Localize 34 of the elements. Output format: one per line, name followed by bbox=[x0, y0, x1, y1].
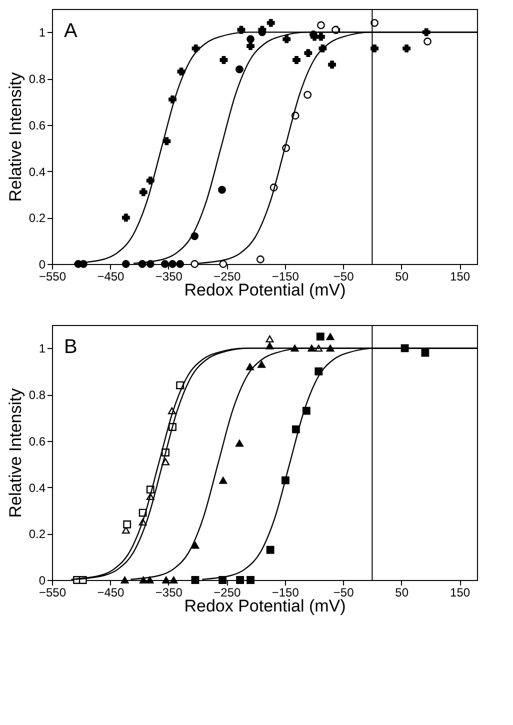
x-tick-label: −450 bbox=[97, 586, 125, 600]
x-tick-label: −250 bbox=[214, 270, 241, 284]
x-tick-label: −50 bbox=[333, 270, 354, 284]
x-axis-title: Redox Potential (mV) bbox=[184, 596, 346, 616]
x-tick-label: 50 bbox=[395, 586, 409, 600]
x-tick-label: −550 bbox=[38, 586, 66, 600]
x-tick-label: −150 bbox=[272, 270, 300, 284]
annotation: B bbox=[64, 336, 78, 358]
x-tick-label: 50 bbox=[395, 270, 409, 284]
x-tick-label: −150 bbox=[272, 586, 300, 600]
x-tick-label: −50 bbox=[333, 586, 354, 600]
y-axis-title: Relative Intensity bbox=[6, 388, 25, 518]
x-axis-title: Redox Potential (mV) bbox=[184, 280, 346, 300]
x-tick-label: −550 bbox=[38, 270, 66, 284]
y-tick-label: 1 bbox=[38, 26, 46, 40]
y-tick-label: 0.4 bbox=[28, 480, 46, 495]
y-tick-label: 1 bbox=[38, 342, 46, 356]
y-tick-label: 0.2 bbox=[28, 211, 46, 226]
y-tick-label: 0.8 bbox=[28, 72, 46, 86]
y-tick-label: 0.4 bbox=[28, 164, 46, 179]
x-tick-label: −350 bbox=[155, 586, 183, 600]
y-tick-label: 0.6 bbox=[28, 434, 46, 448]
y-tick-label: 0 bbox=[38, 574, 46, 588]
y-tick-label: 0.2 bbox=[28, 527, 46, 542]
y-tick-label: 0.6 bbox=[28, 118, 46, 132]
x-tick-label: −250 bbox=[214, 586, 241, 600]
x-tick-label: 150 bbox=[450, 270, 470, 284]
x-tick-label: 150 bbox=[450, 586, 470, 600]
annotation: A bbox=[64, 20, 78, 42]
y-tick-label: 0 bbox=[38, 258, 46, 272]
x-tick-label: −350 bbox=[155, 270, 183, 284]
y-axis-title: Relative Intensity bbox=[6, 72, 25, 202]
y-tick-label: 0.8 bbox=[28, 388, 46, 402]
x-tick-label: −450 bbox=[97, 270, 125, 284]
